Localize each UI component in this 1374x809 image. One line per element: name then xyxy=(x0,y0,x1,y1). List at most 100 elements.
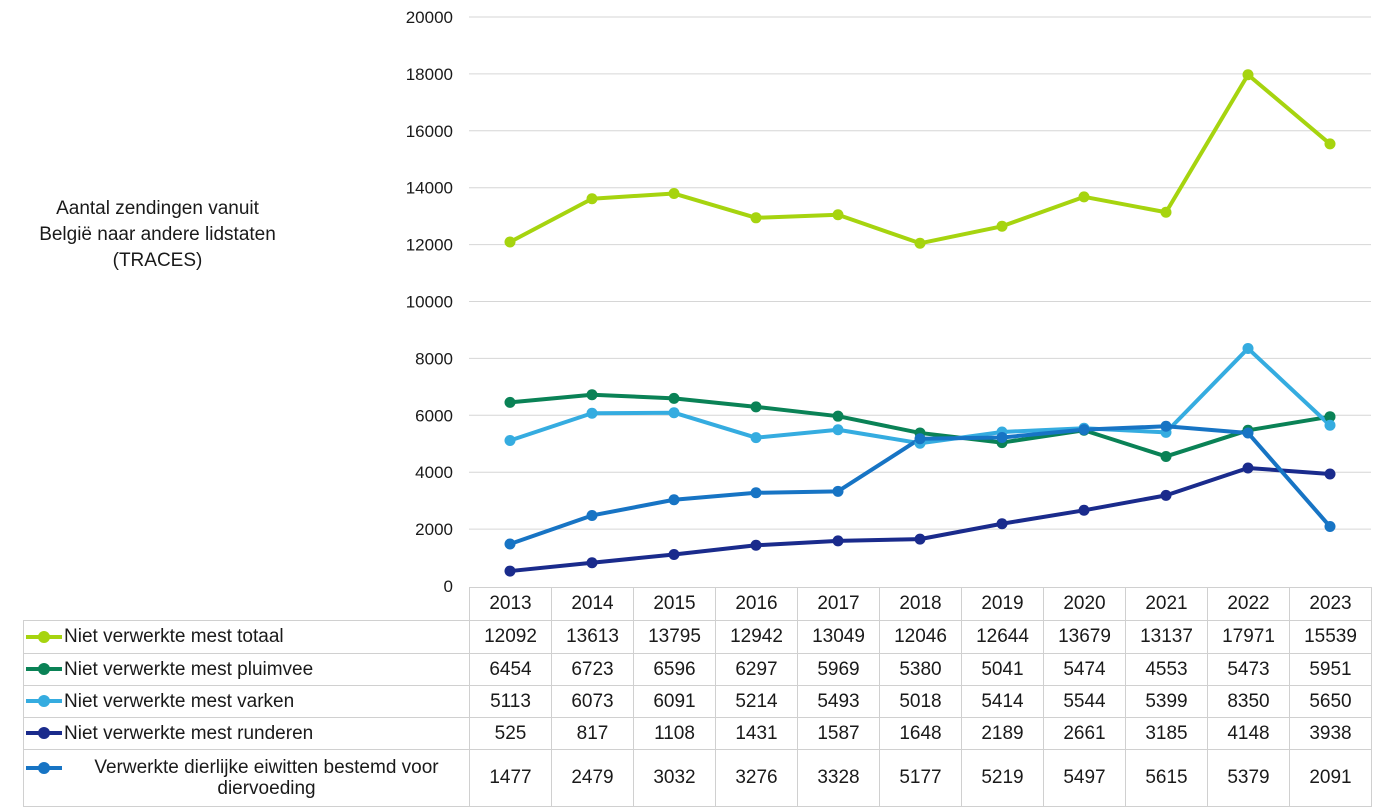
table-cell-value: 17971 xyxy=(1207,620,1290,654)
table-cell-value: 1108 xyxy=(633,717,716,750)
table-cell-value: 817 xyxy=(551,717,634,750)
table-cell-value: 12092 xyxy=(469,620,552,654)
y-tick-label: 16000 xyxy=(406,122,453,141)
data-point xyxy=(914,433,926,445)
y-tick-label: 0 xyxy=(444,577,453,596)
y-tick-label: 6000 xyxy=(415,406,453,425)
x-category-label: 2023 xyxy=(1289,587,1372,621)
data-point xyxy=(586,557,598,569)
y-axis-ticks: 0 2000 4000 6000 8000 10000 12000 14000 16000 180… xyxy=(406,8,453,596)
table-cell-value: 13137 xyxy=(1125,620,1208,654)
y-tick-label: 8000 xyxy=(415,349,453,368)
x-category-label: 2018 xyxy=(879,587,962,621)
table-cell-value: 12644 xyxy=(961,620,1044,654)
data-point xyxy=(504,396,516,408)
table-cell-value: 5219 xyxy=(961,749,1044,807)
table-cell-value: 5177 xyxy=(879,749,962,807)
table-cell-value: 4553 xyxy=(1125,653,1208,686)
data-point xyxy=(996,432,1008,444)
data-point xyxy=(1160,420,1172,432)
legend-entry-wrap: Verwerkte dierlijke eiwitten bestemd voo… xyxy=(26,757,469,799)
gridlines xyxy=(469,16,1371,530)
table-cell-value: 5544 xyxy=(1043,685,1126,718)
data-point xyxy=(914,237,926,249)
data-point xyxy=(504,565,516,577)
table-cell-value: 15539 xyxy=(1289,620,1372,654)
table-cell-value: 6454 xyxy=(469,653,552,686)
data-point xyxy=(914,533,926,545)
table-row: Niet verwerkte mest pluimvee 6454 6723 6596… xyxy=(23,653,1372,686)
y-tick-label: 10000 xyxy=(406,293,453,312)
x-category-label: 2013 xyxy=(469,587,552,621)
data-point xyxy=(750,487,762,499)
data-point xyxy=(668,407,680,419)
table-cell-value: 13613 xyxy=(551,620,634,654)
data-point xyxy=(504,236,516,248)
legend-label: Niet verwerkte mest varken xyxy=(64,690,295,712)
table-cell-value: 5379 xyxy=(1207,749,1290,807)
data-point xyxy=(586,193,598,205)
table-cell-value: 3938 xyxy=(1289,717,1372,750)
legend-label: Niet verwerkte mest runderen xyxy=(64,722,314,744)
table-cell-value: 12942 xyxy=(715,620,798,654)
data-point xyxy=(668,548,680,560)
series-line-4 xyxy=(508,465,1332,574)
table-cell-value: 2661 xyxy=(1043,717,1126,750)
y-tick-label: 2000 xyxy=(415,520,453,539)
data-point xyxy=(832,410,844,422)
data-point xyxy=(1324,411,1336,423)
legend-entry: Niet verwerkte mest varken xyxy=(23,685,470,718)
data-point xyxy=(668,188,680,200)
data-point xyxy=(832,485,844,497)
x-category-label: 2020 xyxy=(1043,587,1126,621)
table-cell-value: 5493 xyxy=(797,685,880,718)
legend-key-icon xyxy=(26,663,62,676)
series-lines xyxy=(508,72,1332,574)
data-point xyxy=(750,539,762,551)
data-point xyxy=(1242,462,1254,474)
table-cell-value: 5473 xyxy=(1207,653,1290,686)
data-point xyxy=(832,424,844,436)
legend-entry: Niet verwerkte mest totaal xyxy=(23,620,470,654)
table-cell-value: 6596 xyxy=(633,653,716,686)
table-cell-value: 1587 xyxy=(797,717,880,750)
table-cell-value: 13795 xyxy=(633,620,716,654)
y-tick-label: 14000 xyxy=(406,179,453,198)
legend-label: Niet verwerkte mest pluimvee xyxy=(64,658,314,680)
y-tick-label: 12000 xyxy=(406,236,453,255)
x-category-label: 2019 xyxy=(961,587,1044,621)
y-axis-label: Aantal zendingen vanuit België naar ande… xyxy=(39,198,276,271)
legend-key-icon xyxy=(26,695,62,708)
table-cell-value: 3328 xyxy=(797,749,880,807)
legend-entry: Niet verwerkte mest runderen xyxy=(23,717,470,750)
table-cell-value: 2091 xyxy=(1289,749,1372,807)
data-point xyxy=(504,435,516,447)
line-chart: 0 2000 4000 6000 8000 10000 12000 14000 16000 180… xyxy=(406,8,1371,596)
data-point xyxy=(1242,69,1254,81)
table-cell-value: 5951 xyxy=(1289,653,1372,686)
table-cell-value: 3032 xyxy=(633,749,716,807)
table-cell-value: 8350 xyxy=(1207,685,1290,718)
data-point xyxy=(1078,191,1090,203)
table-cell-value: 13679 xyxy=(1043,620,1126,654)
table-header-row: 2013 2014 2015 2016 2017 2018 2019 2020 2021 2022… xyxy=(23,587,1372,621)
table-cell-value: 5113 xyxy=(469,685,552,718)
table-cell-value: 6073 xyxy=(551,685,634,718)
data-point xyxy=(1160,206,1172,218)
y-tick-label: 20000 xyxy=(406,8,453,27)
x-category-label: 2017 xyxy=(797,587,880,621)
table-cell-value: 2479 xyxy=(551,749,634,807)
table-cell-value: 5018 xyxy=(879,685,962,718)
y-tick-label: 4000 xyxy=(415,463,453,482)
table-cell-value: 3276 xyxy=(715,749,798,807)
table-cell-value: 5414 xyxy=(961,685,1044,718)
table-cell-value: 3185 xyxy=(1125,717,1208,750)
data-point xyxy=(1242,427,1254,439)
data-point xyxy=(586,407,598,419)
table-cell-value: 12046 xyxy=(879,620,962,654)
table-cell-value: 4148 xyxy=(1207,717,1290,750)
table-cell-value: 2189 xyxy=(961,717,1044,750)
table-cell-value: 5497 xyxy=(1043,749,1126,807)
data-point xyxy=(668,392,680,404)
data-point xyxy=(750,432,762,444)
